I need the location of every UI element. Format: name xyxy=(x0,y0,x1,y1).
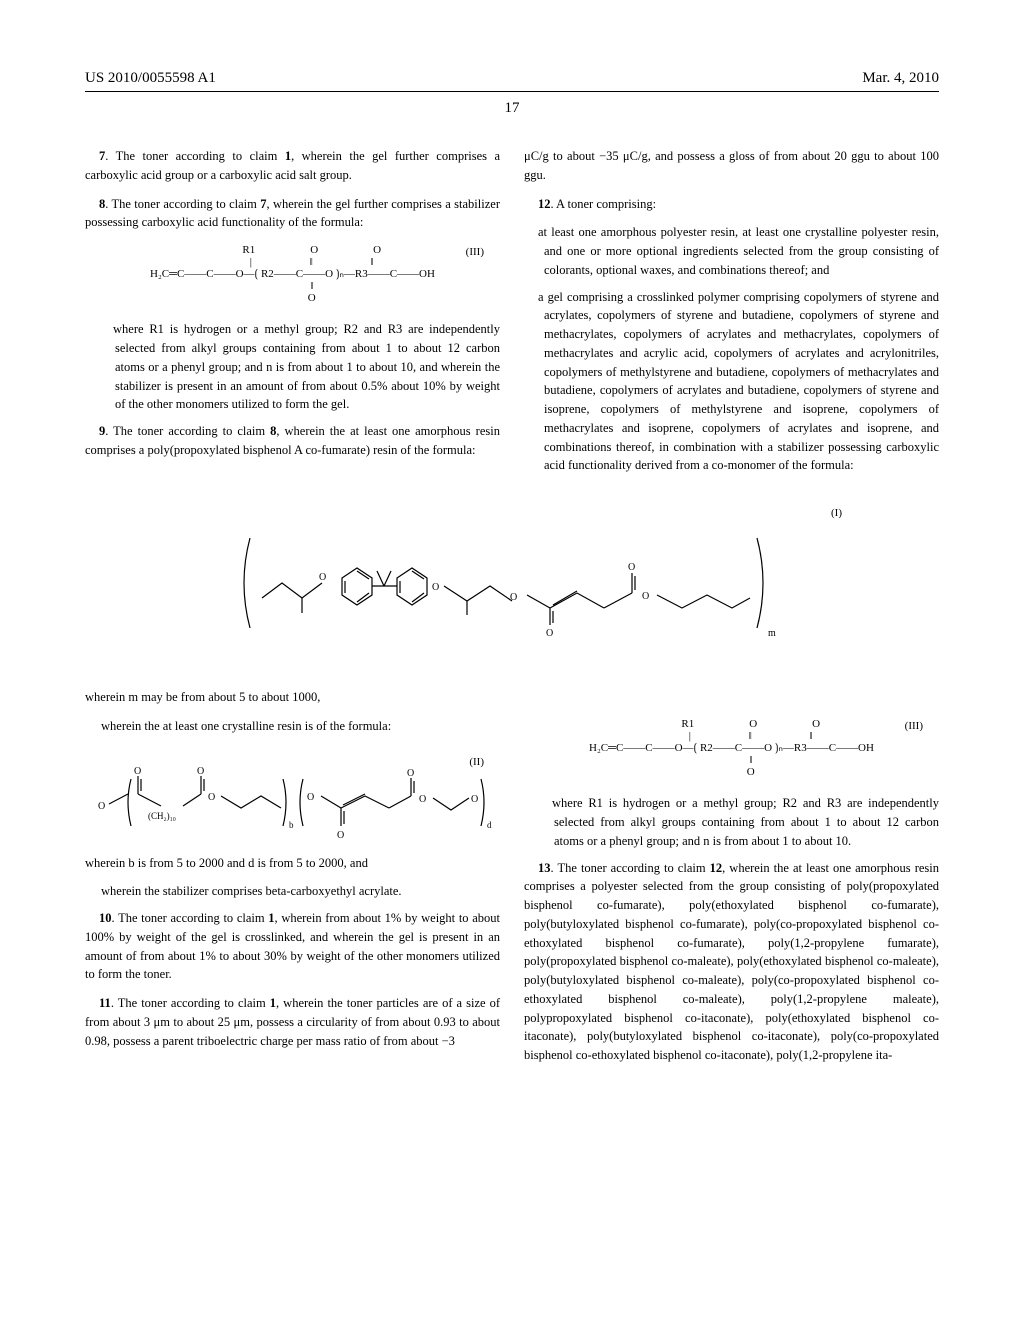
svg-text:O: O xyxy=(407,768,414,779)
formula-ii: (II) O O (CH₂)₁₀ O O b xyxy=(85,754,500,844)
claim-12-intro: 12. A toner comprising: xyxy=(524,195,939,214)
svg-text:(CH₂)₁₀: (CH₂)₁₀ xyxy=(148,811,176,821)
claim-number: 10 xyxy=(99,911,112,925)
svg-text:O: O xyxy=(337,830,344,841)
claim-13: 13. The toner according to claim 12, whe… xyxy=(524,859,939,1065)
svg-text:O: O xyxy=(319,572,326,583)
chemical-structure-iii: R1 O O | ‖ ‖ H₂C═C——C——O—⟮ R2——C——O ⟯ₙ—R… xyxy=(85,244,500,304)
claim-12-part-b: a gel comprising a crosslinked polymer c… xyxy=(524,288,939,476)
claim-9-crystalline: wherein the at least one crystalline res… xyxy=(85,717,500,736)
svg-text:m: m xyxy=(768,628,776,639)
svg-text:O: O xyxy=(419,794,426,805)
svg-text:O: O xyxy=(628,562,635,573)
svg-text:d: d xyxy=(487,820,492,830)
svg-text:O: O xyxy=(134,766,141,777)
svg-text:O: O xyxy=(546,628,553,639)
claim-number: 13 xyxy=(538,861,551,875)
publication-number: US 2010/0055598 A1 xyxy=(85,70,216,87)
claim-number: 12 xyxy=(538,197,551,211)
claim-9-stabilizer: wherein the stabilizer comprises beta-ca… xyxy=(85,882,500,901)
claim-12-where: where R1 is hydrogen or a methyl group; … xyxy=(524,794,939,850)
right-column: μC/g to about −35 μC/g, and possess a gl… xyxy=(524,147,939,483)
svg-text:O: O xyxy=(642,591,649,602)
chemical-structure-i-svg: m O O O xyxy=(232,523,792,643)
svg-text:O: O xyxy=(208,792,215,803)
col2-continuation: μC/g to about −35 μC/g, and possess a gl… xyxy=(524,147,939,185)
chemical-structure-iii-right: R1 O O | ‖ ‖ H₂C═C——C——O—⟮ R2——C——O ⟯ₙ—R… xyxy=(524,718,939,778)
formula-i: (I) m O O xyxy=(85,523,939,648)
claim-11: 11. The toner according to claim 1, wher… xyxy=(85,994,500,1050)
claim-number: 11 xyxy=(99,996,111,1010)
publication-date: Mar. 4, 2010 xyxy=(862,70,939,87)
page-number: 17 xyxy=(85,100,939,117)
svg-text:O: O xyxy=(98,801,105,812)
claim-9-bd: wherein b is from 5 to 2000 and d is fro… xyxy=(85,854,500,873)
claim-8: 8. The toner according to claim 7, where… xyxy=(85,195,500,233)
claim-9: 9. The toner according to claim 8, where… xyxy=(85,422,500,460)
formula-iii-right: (III) R1 O O | ‖ ‖ H₂C═C——C——O—⟮ R2——C——… xyxy=(524,718,939,778)
claim-10: 10. The toner according to claim 1, wher… xyxy=(85,909,500,984)
svg-text:O: O xyxy=(307,792,314,803)
left-column: 7. The toner according to claim 1, where… xyxy=(85,147,500,483)
chemical-structure-ii-svg: O O (CH₂)₁₀ O O b O xyxy=(93,754,493,844)
claim-7: 7. The toner according to claim 1, where… xyxy=(85,147,500,185)
left-column-bottom: wherein m may be from about 5 to about 1… xyxy=(85,688,500,1075)
claim-9-m: wherein m may be from about 5 to about 1… xyxy=(85,688,500,707)
formula-iii: (III) R1 O O | ‖ ‖ H₂C═C——C——O—⟮ R2——C——… xyxy=(85,244,500,304)
svg-text:O: O xyxy=(197,766,204,777)
svg-text:b: b xyxy=(289,820,294,830)
claim-12-part-a: at least one amorphous polyester resin, … xyxy=(524,223,939,279)
right-column-bottom: (III) R1 O O | ‖ ‖ H₂C═C——C——O—⟮ R2——C——… xyxy=(524,688,939,1075)
claim-8-where: where R1 is hydrogen or a methyl group; … xyxy=(85,320,500,414)
svg-text:O: O xyxy=(432,582,439,593)
svg-text:O: O xyxy=(510,592,517,603)
svg-text:O: O xyxy=(471,794,478,805)
